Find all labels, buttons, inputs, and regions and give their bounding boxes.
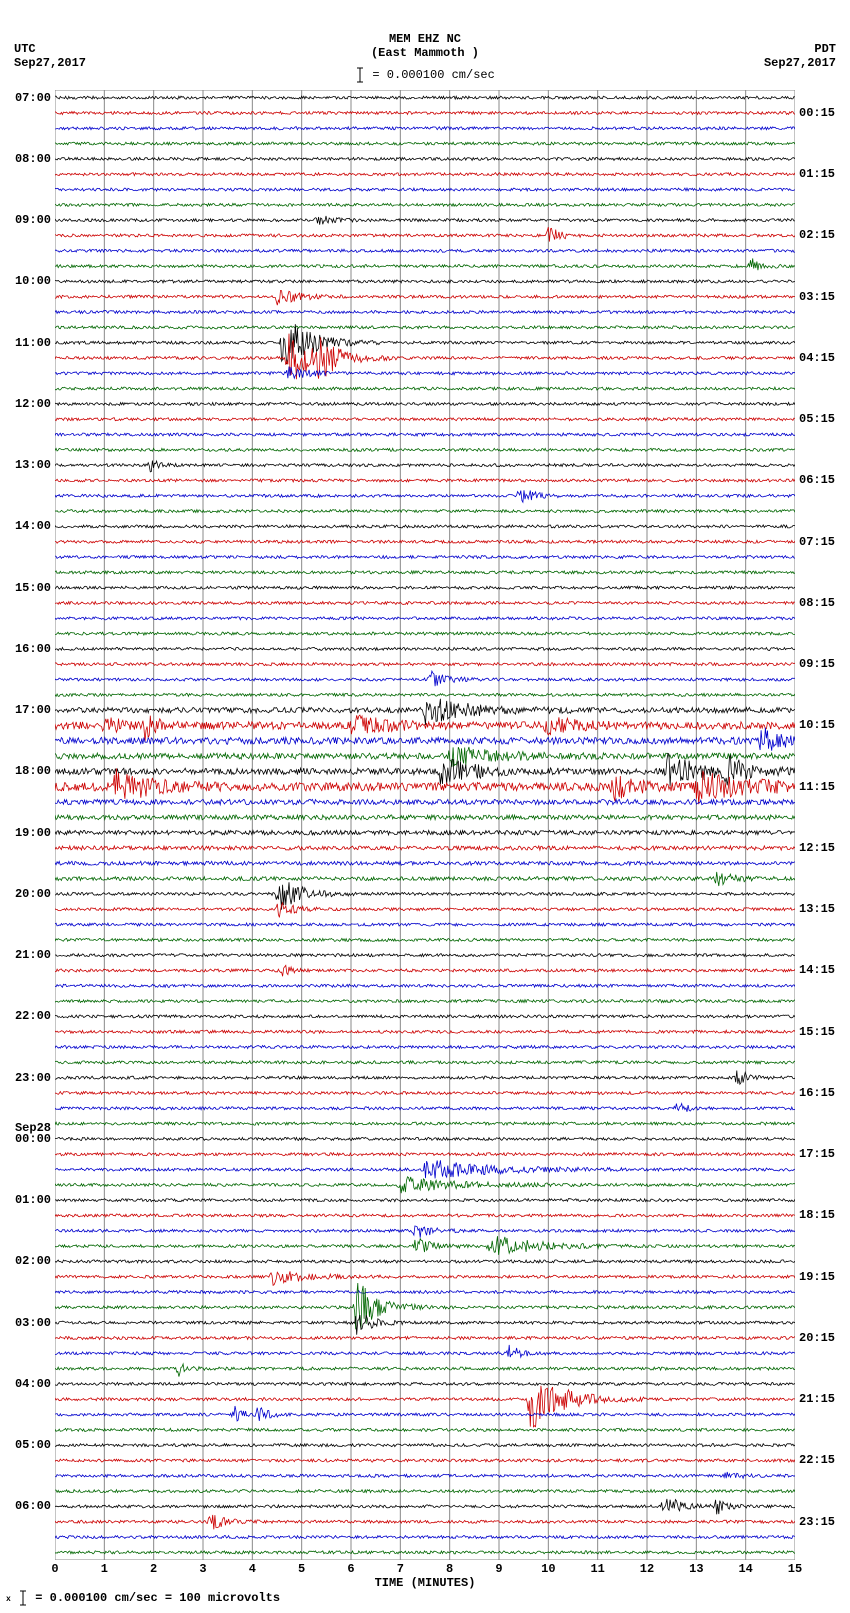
x-tick: 4 (249, 1562, 256, 1576)
x-tick: 7 (397, 1562, 404, 1576)
pdt-time-label: 16:15 (799, 1086, 835, 1100)
utc-time-label: 05:00 (15, 1438, 51, 1452)
pdt-time-label: 18:15 (799, 1208, 835, 1222)
pdt-time-label: 11:15 (799, 780, 835, 794)
utc-time-label: 11:00 (15, 336, 51, 350)
footer-text: = 0.000100 cm/sec = 100 microvolts (35, 1591, 280, 1605)
utc-time-label: 09:00 (15, 213, 51, 227)
pdt-time-label: 17:15 (799, 1147, 835, 1161)
x-tick: 8 (446, 1562, 453, 1576)
tz-left: UTC (14, 42, 36, 56)
utc-time-label: 15:00 (15, 581, 51, 595)
x-tick: 3 (199, 1562, 206, 1576)
utc-time-label: 18:00 (15, 764, 51, 778)
utc-time-label: 08:00 (15, 152, 51, 166)
pdt-time-label: 23:15 (799, 1515, 835, 1529)
utc-time-label: 20:00 (15, 887, 51, 901)
x-tick: 6 (347, 1562, 354, 1576)
utc-time-label: 16:00 (15, 642, 51, 656)
pdt-time-label: 20:15 (799, 1331, 835, 1345)
pdt-time-label: 07:15 (799, 535, 835, 549)
x-tick: 13 (689, 1562, 703, 1576)
x-axis-label: TIME (MINUTES) (0, 1576, 850, 1590)
utc-time-label: 03:00 (15, 1316, 51, 1330)
utc-time-label: 14:00 (15, 519, 51, 533)
pdt-time-label: 08:15 (799, 596, 835, 610)
utc-time-label: 22:00 (15, 1009, 51, 1023)
pdt-time-label: 03:15 (799, 290, 835, 304)
scale-bar-icon (18, 1589, 28, 1607)
pdt-time-label: 22:15 (799, 1453, 835, 1467)
pdt-time-label: 19:15 (799, 1270, 835, 1284)
utc-time-label: 04:00 (15, 1377, 51, 1391)
seismogram-container: MEM EHZ NC (East Mammoth ) = 0.000100 cm… (0, 0, 850, 1613)
x-tick: 5 (298, 1562, 305, 1576)
x-tick: 9 (495, 1562, 502, 1576)
pdt-time-label: 05:15 (799, 412, 835, 426)
x-tick: 10 (541, 1562, 555, 1576)
scale-note: = 0.000100 cm/sec (0, 66, 850, 84)
utc-time-label: 10:00 (15, 274, 51, 288)
pdt-time-label: 21:15 (799, 1392, 835, 1406)
pdt-time-label: 06:15 (799, 473, 835, 487)
scale-bar-icon (355, 66, 365, 84)
utc-time-label: 17:00 (15, 703, 51, 717)
x-tick: 12 (640, 1562, 654, 1576)
pdt-time-label: 04:15 (799, 351, 835, 365)
footer-scale: x = 0.000100 cm/sec = 100 microvolts (6, 1589, 280, 1607)
pdt-time-label: 15:15 (799, 1025, 835, 1039)
utc-time-label: 06:00 (15, 1499, 51, 1513)
pdt-time-label: 09:15 (799, 657, 835, 671)
date-right: Sep27,2017 (764, 56, 836, 70)
utc-time-label: 07:00 (15, 91, 51, 105)
x-tick: 1 (101, 1562, 108, 1576)
x-tick: 0 (51, 1562, 58, 1576)
utc-time-label: 02:00 (15, 1254, 51, 1268)
pdt-time-label: 10:15 (799, 718, 835, 732)
utc-time-label: 21:00 (15, 948, 51, 962)
station-code: MEM EHZ NC (0, 32, 850, 46)
utc-time-label: 00:00 (15, 1132, 51, 1146)
pdt-time-label: 14:15 (799, 963, 835, 977)
pdt-time-label: 13:15 (799, 902, 835, 916)
utc-time-label: 01:00 (15, 1193, 51, 1207)
x-tick: 2 (150, 1562, 157, 1576)
utc-time-label: 23:00 (15, 1071, 51, 1085)
pdt-time-label: 01:15 (799, 167, 835, 181)
pdt-time-label: 02:15 (799, 228, 835, 242)
utc-time-label: 19:00 (15, 826, 51, 840)
utc-time-label: 13:00 (15, 458, 51, 472)
x-tick: 14 (738, 1562, 752, 1576)
pdt-time-label: 12:15 (799, 841, 835, 855)
pdt-time-label: 00:15 (799, 106, 835, 120)
date-left: Sep27,2017 (14, 56, 86, 70)
scale-text: = 0.000100 cm/sec (372, 68, 494, 82)
tz-right: PDT (814, 42, 836, 56)
station-name: (East Mammoth ) (0, 46, 850, 60)
helicorder-plot (55, 90, 795, 1560)
utc-time-label: 12:00 (15, 397, 51, 411)
x-tick: 15 (788, 1562, 802, 1576)
x-tick: 11 (590, 1562, 604, 1576)
